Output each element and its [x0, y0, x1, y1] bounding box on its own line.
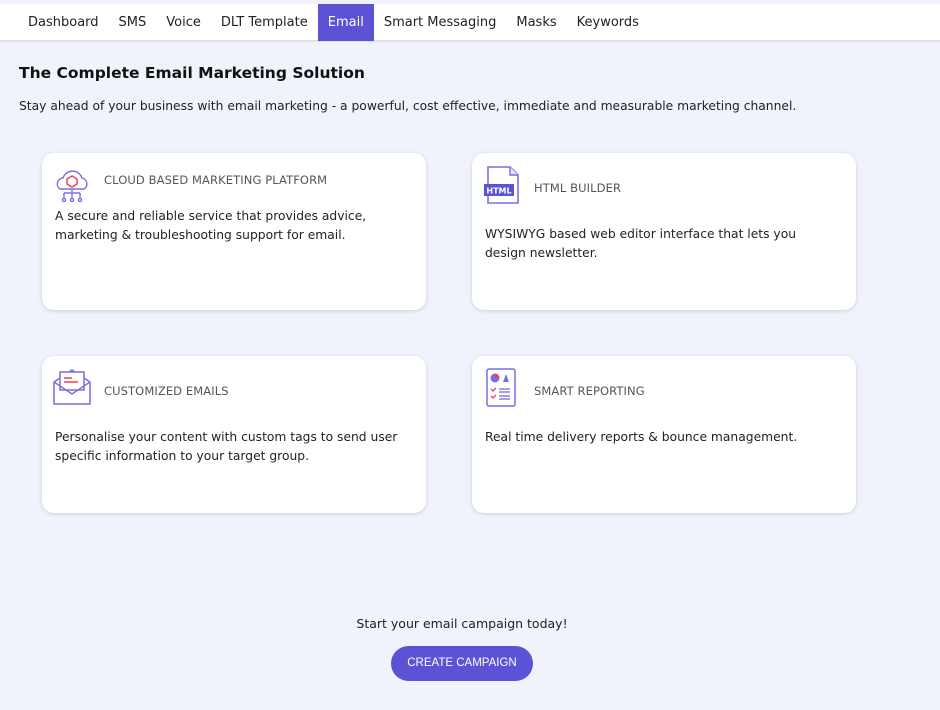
card-title: SMART REPORTING — [534, 384, 645, 398]
feature-card-cloud: CLOUD BASED MARKETING PLATFORM A secure … — [42, 153, 426, 310]
tab-masks[interactable]: Masks — [516, 15, 557, 30]
page-subtitle: Stay ahead of your business with email m… — [19, 99, 797, 113]
card-title: HTML BUILDER — [534, 181, 622, 195]
tab-dashboard[interactable]: Dashboard — [28, 15, 99, 30]
card-title: CUSTOMIZED EMAILS — [104, 384, 229, 398]
create-campaign-button[interactable]: CREATE CAMPAIGN — [391, 646, 533, 681]
cloud-network-icon — [56, 170, 88, 203]
cta-text: Start your email campaign today! — [356, 616, 568, 631]
tab-sms[interactable]: SMS — [118, 15, 147, 30]
feature-card-customized-emails: CUSTOMIZED EMAILS Personalise your conte… — [42, 356, 426, 513]
report-icon — [486, 368, 516, 407]
tab-dlt-template[interactable]: DLT Template — [220, 15, 308, 30]
tab-voice[interactable]: Voice — [166, 15, 201, 30]
card-description: Real time delivery reports & bounce mana… — [485, 430, 798, 444]
tab-smart-messaging[interactable]: Smart Messaging — [383, 15, 497, 30]
card-description: WYSIWYG based web editor interface that … — [485, 227, 797, 260]
top-nav: Dashboard SMS Voice DLT Template Email S… — [0, 4, 940, 42]
card-description: A secure and reliable service that provi… — [55, 209, 367, 242]
html-file-icon: HTML — [484, 166, 519, 204]
card-title: CLOUD BASED MARKETING PLATFORM — [104, 173, 328, 187]
page-title: The Complete Email Marketing Solution — [19, 64, 365, 82]
tab-email[interactable]: Email — [317, 4, 374, 41]
feature-card-html-builder: HTML HTML BUILDER WYSIWYG based web edit… — [472, 153, 856, 310]
open-envelope-icon — [53, 369, 91, 405]
feature-card-smart-reporting: SMART REPORTING Real time delivery repor… — [472, 356, 856, 513]
svg-text:HTML: HTML — [486, 187, 511, 196]
card-description: Personalise your content with custom tag… — [55, 430, 398, 463]
tab-keywords[interactable]: Keywords — [576, 15, 639, 30]
